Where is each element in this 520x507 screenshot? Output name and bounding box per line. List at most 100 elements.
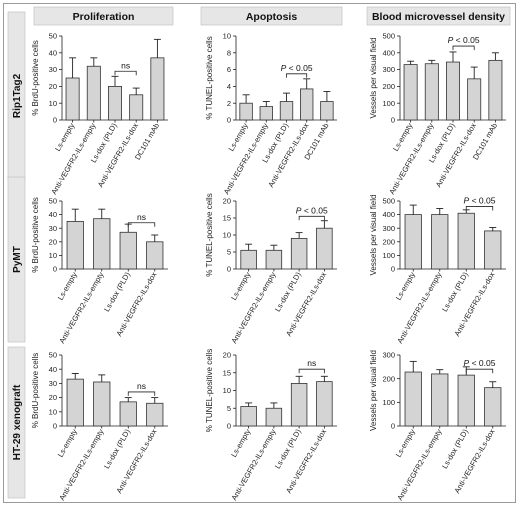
bar	[265, 249, 283, 270]
bar	[129, 94, 144, 121]
bar	[290, 237, 308, 270]
bar	[65, 77, 80, 121]
bar	[93, 381, 111, 427]
y-tick-label: 30	[49, 65, 57, 74]
y-tick-label: 10	[49, 251, 57, 260]
y-tick-label: 0	[227, 265, 231, 274]
y-tick-label: 100	[382, 99, 395, 108]
y-tick-label: 10	[49, 99, 57, 108]
x-tick-label: Ls-dox (PLD)	[440, 427, 470, 470]
y-tick-label: 10	[223, 386, 231, 395]
y-tick-label: 10	[223, 32, 231, 41]
x-tick-label: Ls-empty	[229, 270, 252, 301]
y-tick-label: 30	[49, 379, 57, 388]
significance-label: ns	[307, 358, 316, 368]
y-tick-label: 300	[382, 224, 395, 233]
y-tick-label: 0	[391, 422, 395, 431]
bar	[446, 61, 460, 121]
row-label: HT-29 xenograft	[12, 384, 23, 460]
y-axis-label: % BrdU-positive cells	[31, 353, 40, 429]
bar	[290, 382, 308, 427]
x-tick-label: Ls-empty	[56, 427, 79, 458]
bar	[108, 86, 122, 121]
bar	[66, 378, 84, 427]
significance-bracket	[298, 368, 325, 374]
significance-label: ns	[137, 212, 146, 222]
bar	[146, 402, 164, 427]
bar	[457, 212, 475, 270]
column-header-box	[33, 6, 174, 26]
bar	[404, 214, 422, 270]
y-tick-label: 400	[382, 210, 395, 219]
y-axis-label: % TUNEL-positive cells	[205, 349, 214, 432]
bar-chart-panel: 0 10 20 30 40 50 % BrdU-positive cells Ls-empty…	[31, 32, 168, 196]
x-tick-label: Ls-dox (PLD)	[102, 427, 132, 470]
figure-frame	[3, 3, 516, 503]
y-tick-label: 2	[227, 99, 231, 108]
bar	[240, 249, 257, 270]
y-tick-label: 200	[382, 82, 395, 91]
x-tick-label: Ls-dox (PLD)	[102, 270, 132, 313]
y-tick-label: 8	[227, 48, 231, 57]
row-label: Rip1Tag2	[12, 73, 23, 118]
bar	[467, 78, 482, 121]
y-tick-label: 300	[382, 65, 395, 74]
y-tick-label: 20	[49, 82, 57, 91]
significance-bracket	[127, 222, 156, 227]
bar	[265, 407, 283, 427]
x-tick-label: Ls-empty	[394, 270, 417, 301]
column-header: Blood microvessel density	[372, 11, 505, 23]
y-tick-label: 0	[227, 422, 231, 431]
column-header: Proliferation	[73, 11, 135, 23]
bar	[403, 64, 418, 121]
significance-bracket	[465, 368, 494, 374]
bar	[431, 214, 449, 270]
y-axis-label: Vessels per visual field	[369, 350, 378, 431]
x-tick-label: Ls-empty	[229, 427, 252, 458]
y-tick-label: 50	[49, 351, 57, 360]
significance-label: P < 0.05	[281, 63, 313, 73]
y-tick-label: 200	[382, 374, 395, 383]
bar-chart-panel: 0 5 10 15 20 % TUNEL-positive cells Ls-emptyAn…	[205, 349, 337, 502]
y-tick-label: 100	[382, 251, 395, 260]
bar	[93, 218, 111, 270]
x-tick-label: Ls-empty	[56, 270, 79, 301]
bar	[86, 65, 101, 121]
significance-bracket	[286, 73, 308, 78]
y-axis-label: % TUNEL-positive cells	[205, 36, 214, 119]
y-tick-label: 20	[49, 237, 57, 246]
y-tick-label: 40	[49, 365, 57, 374]
x-tick-label: Anti-VEGFR2-ILs-empty	[229, 427, 277, 502]
bar	[404, 371, 422, 427]
bar	[146, 241, 164, 270]
significance-label: P < 0.05	[464, 358, 496, 368]
y-tick-label: 40	[49, 210, 57, 219]
y-tick-label: 200	[382, 237, 395, 246]
bar	[457, 374, 475, 427]
y-axis-label: Vessels per visual field	[369, 38, 378, 119]
bar-chart-panel: 0 5 10 15 20 % TUNEL-positive cells Ls-emptyAn…	[205, 193, 337, 345]
bar	[239, 102, 253, 121]
y-tick-label: 6	[227, 65, 231, 74]
y-tick-label: 30	[49, 224, 57, 233]
y-tick-label: 10	[49, 407, 57, 416]
y-tick-label: 10	[223, 231, 231, 240]
y-tick-label: 400	[382, 48, 395, 57]
bar-chart-panel: 0 10 20 30 40 50 % BrdU-positive cells Ls-empty…	[31, 197, 168, 345]
y-tick-label: 100	[382, 398, 395, 407]
significance-bracket	[114, 70, 137, 76]
bar	[484, 230, 502, 270]
y-tick-label: 20	[223, 197, 231, 206]
y-tick-label: 0	[53, 265, 57, 274]
bar	[300, 88, 314, 121]
column-header-box	[366, 6, 511, 26]
bar	[150, 57, 165, 121]
bar	[316, 227, 333, 270]
y-tick-label: 0	[53, 422, 57, 431]
y-tick-label: 20	[223, 351, 231, 360]
x-tick-label: Ls-empty	[391, 121, 414, 152]
y-axis-label: % BrdU-positive cells	[31, 197, 40, 273]
bar-chart-panel: 0 100 200 300 400 500 Vessels per visual field…	[369, 195, 506, 345]
